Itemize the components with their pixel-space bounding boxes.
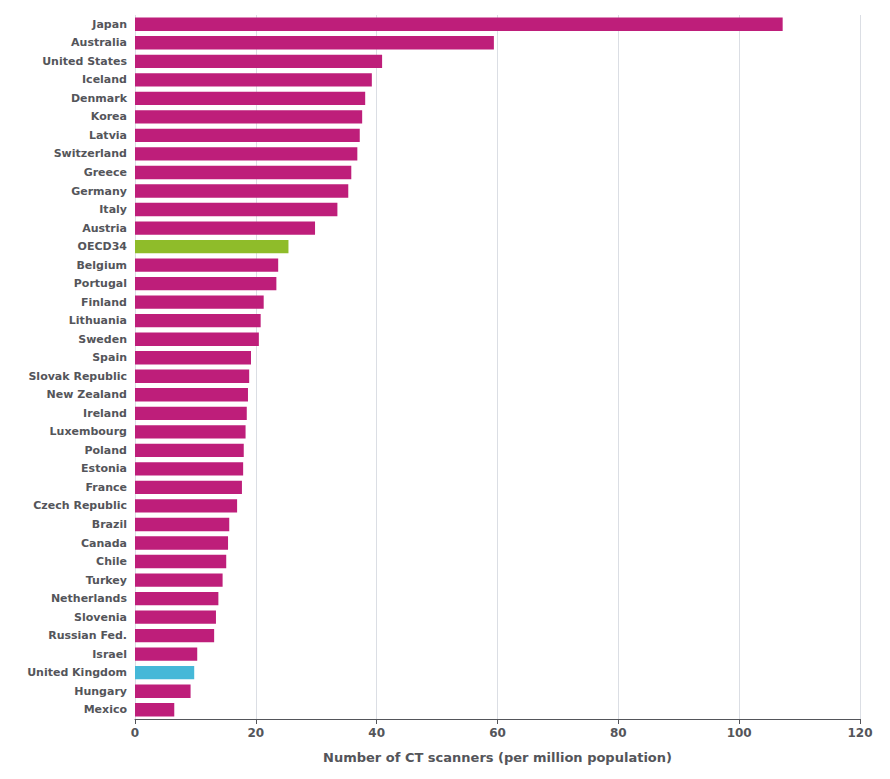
svg-text:Latvia: Latvia	[89, 129, 127, 142]
svg-text:Mexico: Mexico	[84, 703, 128, 716]
svg-text:Israel: Israel	[92, 648, 127, 661]
svg-text:Luxembourg: Luxembourg	[50, 425, 127, 438]
svg-text:Slovak Republic: Slovak Republic	[28, 370, 127, 383]
svg-text:Hungary: Hungary	[74, 685, 127, 698]
svg-text:Portugal: Portugal	[74, 277, 127, 290]
svg-text:Poland: Poland	[84, 444, 127, 457]
svg-text:Slovenia: Slovenia	[74, 611, 127, 624]
svg-text:New Zealand: New Zealand	[47, 388, 127, 401]
svg-text:40: 40	[368, 726, 385, 740]
svg-text:Switzerland: Switzerland	[54, 147, 127, 160]
svg-text:Korea: Korea	[91, 110, 127, 123]
svg-text:United Kingdom: United Kingdom	[27, 666, 127, 679]
svg-text:60: 60	[489, 726, 506, 740]
svg-text:Italy: Italy	[99, 203, 127, 216]
svg-text:Ireland: Ireland	[83, 407, 127, 420]
svg-text:OECD34: OECD34	[78, 240, 128, 253]
svg-text:Denmark: Denmark	[71, 92, 128, 105]
svg-text:Turkey: Turkey	[86, 574, 127, 587]
svg-text:Japan: Japan	[91, 18, 127, 31]
svg-text:80: 80	[610, 726, 627, 740]
svg-text:20: 20	[247, 726, 264, 740]
svg-text:Sweden: Sweden	[78, 333, 127, 346]
svg-text:100: 100	[727, 726, 752, 740]
svg-text:Iceland: Iceland	[82, 73, 127, 86]
svg-text:Germany: Germany	[71, 185, 127, 198]
svg-text:Finland: Finland	[81, 296, 127, 309]
svg-text:Australia: Australia	[71, 36, 127, 49]
svg-text:Austria: Austria	[82, 222, 127, 235]
svg-text:Greece: Greece	[84, 166, 127, 179]
svg-text:Estonia: Estonia	[81, 462, 127, 475]
svg-text:United States: United States	[42, 55, 127, 68]
svg-text:Czech Republic: Czech Republic	[33, 499, 127, 512]
svg-text:Lithuania: Lithuania	[69, 314, 127, 327]
svg-text:0: 0	[131, 726, 139, 740]
svg-text:Brazil: Brazil	[92, 518, 127, 531]
svg-text:Russian Fed.: Russian Fed.	[48, 629, 127, 642]
svg-text:Number of CT scanners (per mil: Number of CT scanners (per million popul…	[323, 750, 672, 765]
svg-text:120: 120	[847, 726, 872, 740]
svg-text:Canada: Canada	[81, 537, 127, 550]
svg-text:France: France	[86, 481, 127, 494]
svg-text:Belgium: Belgium	[76, 259, 127, 272]
svg-text:Netherlands: Netherlands	[51, 592, 128, 605]
svg-text:Chile: Chile	[96, 555, 127, 568]
svg-text:Spain: Spain	[92, 351, 127, 364]
